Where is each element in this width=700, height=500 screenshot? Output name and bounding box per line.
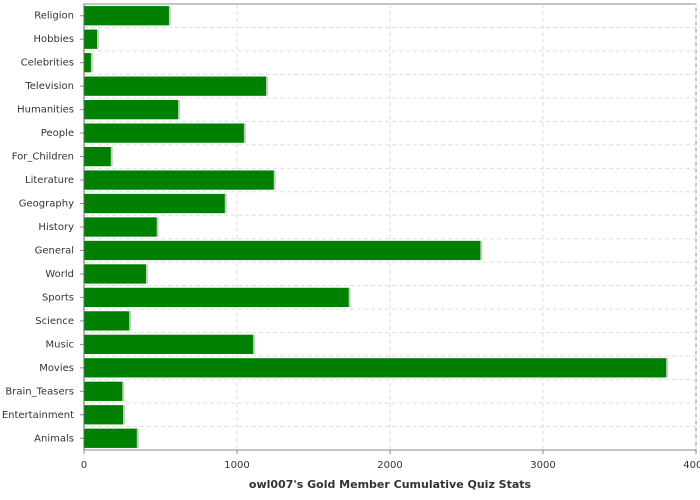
y-tick-label: World bbox=[45, 269, 74, 280]
bar bbox=[84, 29, 98, 49]
bar bbox=[84, 240, 481, 261]
bar bbox=[84, 428, 137, 448]
bar bbox=[84, 146, 111, 167]
bar bbox=[84, 358, 667, 378]
bar bbox=[84, 405, 124, 425]
y-tick-label: Music bbox=[46, 339, 74, 350]
bar bbox=[84, 381, 123, 401]
y-tick-label: History bbox=[38, 222, 74, 233]
y-tick-label: General bbox=[35, 245, 74, 256]
y-tick-label: For_Children bbox=[12, 152, 74, 163]
y-tick-label: Hobbies bbox=[34, 34, 74, 45]
x-tick-label: 1000 bbox=[224, 460, 249, 471]
bar bbox=[84, 217, 157, 237]
y-tick-label: Brain_Teasers bbox=[5, 386, 74, 397]
y-tick-label: Entertainment bbox=[2, 410, 74, 421]
bar bbox=[84, 100, 179, 120]
y-tick-label: Sports bbox=[42, 292, 74, 303]
bar bbox=[84, 53, 91, 73]
y-tick-label: Movies bbox=[39, 363, 74, 374]
x-tick-label: 4000 bbox=[683, 460, 700, 471]
y-tick-label: Literature bbox=[25, 175, 74, 186]
bar bbox=[84, 170, 274, 190]
y-tick-label: Humanities bbox=[17, 105, 74, 116]
x-tick-label: 0 bbox=[81, 460, 87, 471]
bar bbox=[84, 193, 225, 214]
y-tick-label: Science bbox=[35, 316, 74, 327]
y-tick-label: Television bbox=[24, 81, 74, 92]
x-axis-label: owl007's Gold Member Cumulative Quiz Sta… bbox=[249, 478, 532, 491]
x-tick-label: 2000 bbox=[377, 460, 402, 471]
y-tick-label: Geography bbox=[19, 199, 74, 210]
bar bbox=[84, 287, 349, 308]
bar bbox=[84, 264, 146, 284]
bar bbox=[84, 6, 169, 26]
bar bbox=[84, 76, 267, 96]
bar bbox=[84, 334, 254, 354]
y-tick-label: People bbox=[41, 128, 74, 139]
bar bbox=[84, 311, 130, 331]
y-tick-label: Celebrities bbox=[21, 58, 74, 69]
bar bbox=[84, 123, 244, 143]
y-tick-label: Animals bbox=[34, 433, 74, 444]
x-tick-label: 3000 bbox=[530, 460, 555, 471]
y-tick-label: Religion bbox=[34, 11, 74, 22]
